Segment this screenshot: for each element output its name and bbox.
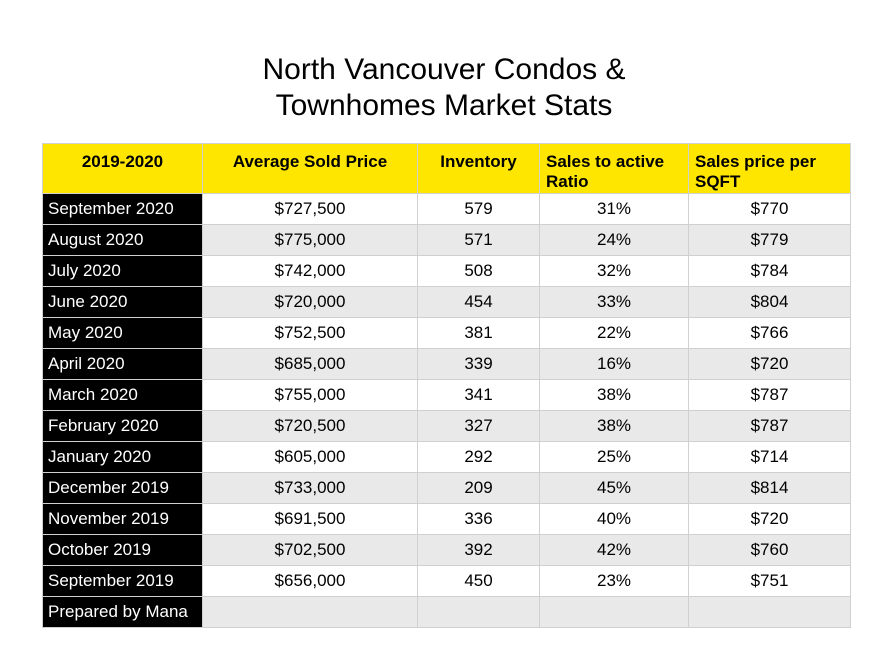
- cell-price-per-sqft: $720: [688, 503, 851, 535]
- cell-sales-ratio: 38%: [539, 410, 689, 442]
- cell-inventory: 508: [417, 255, 540, 287]
- cell-price-per-sqft: $714: [688, 441, 851, 473]
- table-row: December 2019 $733,000 209 45% $814: [42, 472, 851, 504]
- header-period: 2019-2020: [42, 143, 203, 194]
- cell-sales-ratio: 32%: [539, 255, 689, 287]
- table-row: November 2019 $691,500 336 40% $720: [42, 503, 851, 535]
- header-average-sold-price: Average Sold Price: [202, 143, 418, 194]
- cell-inventory: 571: [417, 224, 540, 256]
- cell-sales-ratio: 22%: [539, 317, 689, 349]
- table-row: July 2020 $742,000 508 32% $784: [42, 255, 851, 287]
- cell-sales-ratio: 40%: [539, 503, 689, 535]
- cell-price-per-sqft: $720: [688, 348, 851, 380]
- table-row: April 2020 $685,000 339 16% $720: [42, 348, 851, 380]
- footer-empty-cell: [688, 596, 851, 628]
- cell-average-sold-price: $656,000: [202, 565, 418, 597]
- chart-title: North Vancouver Condos & Townhomes Marke…: [0, 52, 888, 124]
- cell-average-sold-price: $605,000: [202, 441, 418, 473]
- cell-inventory: 339: [417, 348, 540, 380]
- cell-average-sold-price: $733,000: [202, 472, 418, 504]
- cell-sales-ratio: 38%: [539, 379, 689, 411]
- cell-sales-ratio: 16%: [539, 348, 689, 380]
- cell-average-sold-price: $727,500: [202, 193, 418, 225]
- cell-month-label: February 2020: [42, 410, 203, 442]
- cell-sales-ratio: 33%: [539, 286, 689, 318]
- cell-average-sold-price: $752,500: [202, 317, 418, 349]
- footer-empty-cell: [417, 596, 540, 628]
- cell-month-label: March 2020: [42, 379, 203, 411]
- cell-price-per-sqft: $751: [688, 565, 851, 597]
- cell-inventory: 454: [417, 286, 540, 318]
- table-row: February 2020 $720,500 327 38% $787: [42, 410, 851, 442]
- cell-month-label: June 2020: [42, 286, 203, 318]
- header-sales-ratio: Sales to active Ratio: [539, 143, 689, 194]
- footer-empty-cell: [202, 596, 418, 628]
- table-row: May 2020 $752,500 381 22% $766: [42, 317, 851, 349]
- cell-inventory: 381: [417, 317, 540, 349]
- table-row: August 2020 $775,000 571 24% $779: [42, 224, 851, 256]
- title-line-1: North Vancouver Condos &: [262, 53, 626, 86]
- cell-sales-ratio: 24%: [539, 224, 689, 256]
- cell-price-per-sqft: $779: [688, 224, 851, 256]
- cell-month-label: July 2020: [42, 255, 203, 287]
- cell-average-sold-price: $720,500: [202, 410, 418, 442]
- cell-month-label: May 2020: [42, 317, 203, 349]
- cell-price-per-sqft: $770: [688, 193, 851, 225]
- cell-price-per-sqft: $784: [688, 255, 851, 287]
- header-price-per-sqft: Sales price per SQFT: [688, 143, 851, 194]
- cell-average-sold-price: $691,500: [202, 503, 418, 535]
- cell-average-sold-price: $702,500: [202, 534, 418, 566]
- cell-month-label: April 2020: [42, 348, 203, 380]
- table-row: September 2019 $656,000 450 23% $751: [42, 565, 851, 597]
- header-row: 2019-2020 Average Sold Price Inventory S…: [42, 143, 851, 194]
- cell-sales-ratio: 23%: [539, 565, 689, 597]
- cell-average-sold-price: $775,000: [202, 224, 418, 256]
- cell-price-per-sqft: $787: [688, 379, 851, 411]
- table-row: June 2020 $720,000 454 33% $804: [42, 286, 851, 318]
- cell-sales-ratio: 25%: [539, 441, 689, 473]
- cell-sales-ratio: 42%: [539, 534, 689, 566]
- cell-month-label: November 2019: [42, 503, 203, 535]
- cell-price-per-sqft: $766: [688, 317, 851, 349]
- table-row: September 2020 $727,500 579 31% $770: [42, 193, 851, 225]
- prepared-by-label: Prepared by Mana: [42, 596, 203, 628]
- table-row: October 2019 $702,500 392 42% $760: [42, 534, 851, 566]
- cell-average-sold-price: $685,000: [202, 348, 418, 380]
- cell-sales-ratio: 31%: [539, 193, 689, 225]
- table-row: March 2020 $755,000 341 38% $787: [42, 379, 851, 411]
- cell-average-sold-price: $720,000: [202, 286, 418, 318]
- market-stats-table: 2019-2020 Average Sold Price Inventory S…: [42, 143, 851, 628]
- footer-row: Prepared by Mana: [42, 596, 851, 628]
- cell-month-label: January 2020: [42, 441, 203, 473]
- cell-month-label: August 2020: [42, 224, 203, 256]
- cell-month-label: October 2019: [42, 534, 203, 566]
- footer-empty-cell: [539, 596, 689, 628]
- cell-inventory: 292: [417, 441, 540, 473]
- cell-month-label: September 2020: [42, 193, 203, 225]
- title-line-2: Townhomes Market Stats: [275, 89, 613, 122]
- cell-inventory: 209: [417, 472, 540, 504]
- cell-sales-ratio: 45%: [539, 472, 689, 504]
- cell-inventory: 392: [417, 534, 540, 566]
- cell-price-per-sqft: $787: [688, 410, 851, 442]
- cell-average-sold-price: $742,000: [202, 255, 418, 287]
- cell-inventory: 341: [417, 379, 540, 411]
- cell-month-label: September 2019: [42, 565, 203, 597]
- cell-inventory: 579: [417, 193, 540, 225]
- cell-inventory: 336: [417, 503, 540, 535]
- table-row: January 2020 $605,000 292 25% $714: [42, 441, 851, 473]
- cell-inventory: 450: [417, 565, 540, 597]
- cell-average-sold-price: $755,000: [202, 379, 418, 411]
- cell-price-per-sqft: $814: [688, 472, 851, 504]
- header-inventory: Inventory: [417, 143, 540, 194]
- cell-price-per-sqft: $804: [688, 286, 851, 318]
- cell-inventory: 327: [417, 410, 540, 442]
- cell-month-label: December 2019: [42, 472, 203, 504]
- cell-price-per-sqft: $760: [688, 534, 851, 566]
